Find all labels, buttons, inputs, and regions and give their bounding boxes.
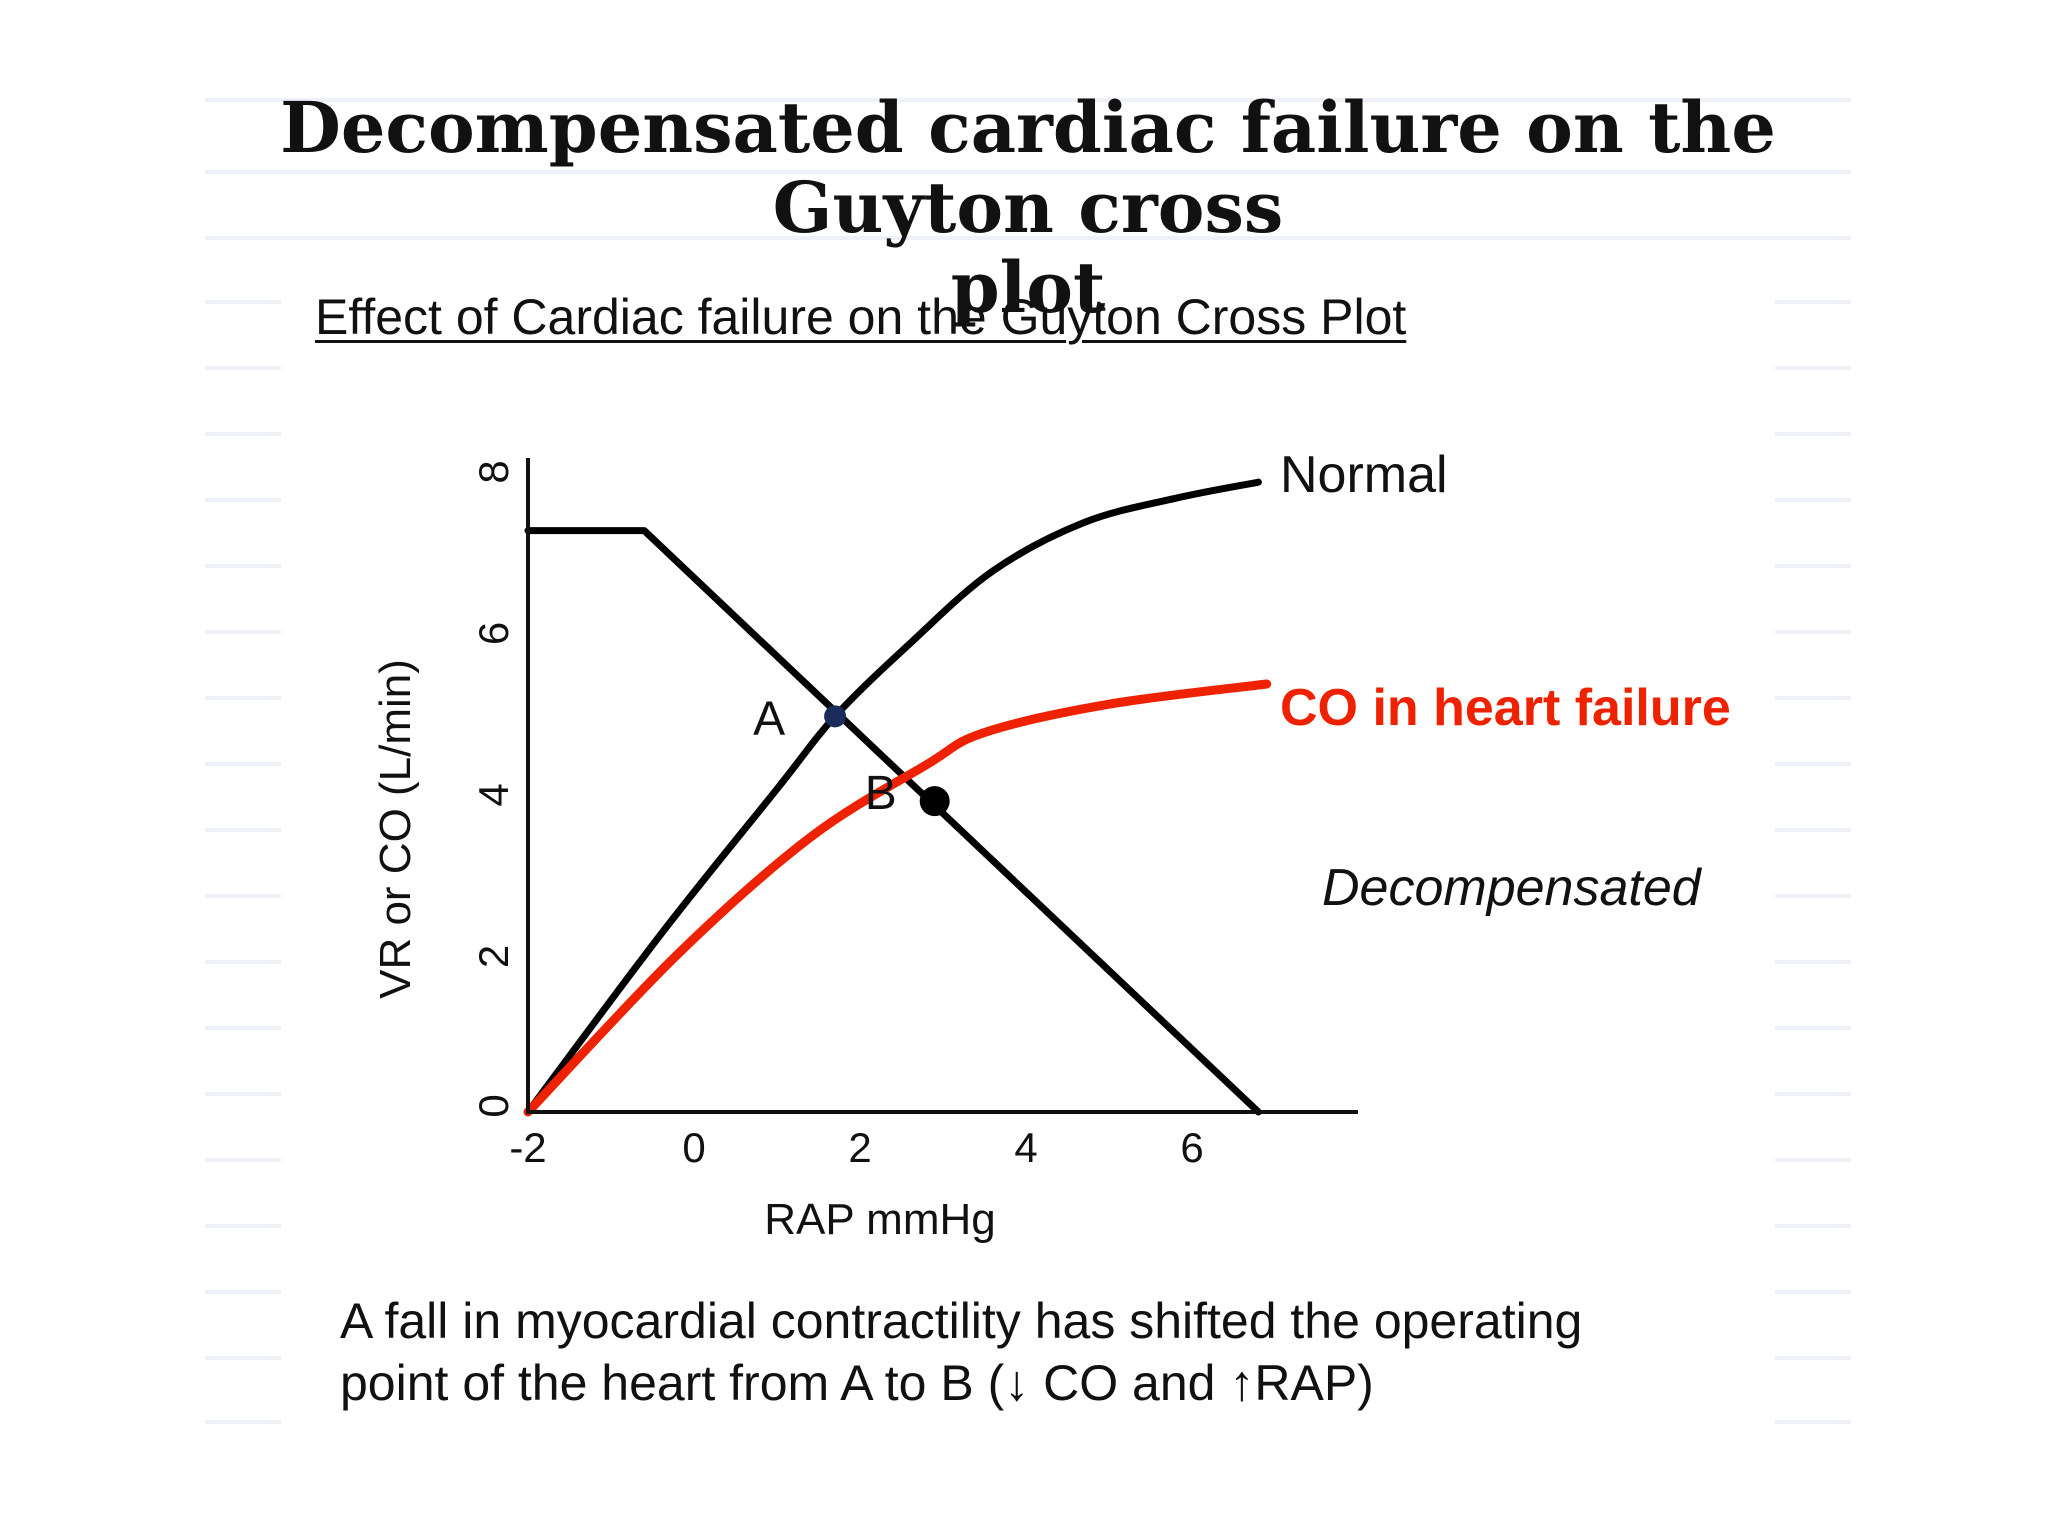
x-tick-label: 4 — [1014, 1124, 1037, 1171]
operating-point-label-a: A — [753, 692, 785, 745]
decompensated-annotation: Decompensated — [1322, 859, 1703, 917]
series-label-normal: Normal — [1280, 446, 1448, 504]
slide-title-line1: Decompensated cardiac failure on the Guy… — [280, 86, 1776, 249]
series-line-co-in-heart-failure — [523, 679, 1272, 1117]
operating-point-a — [824, 705, 847, 728]
x-tick-label: 0 — [682, 1124, 705, 1171]
operating-point-b — [919, 786, 950, 817]
operating-point-label-b: B — [865, 767, 897, 820]
y-axis-label: VR or CO (L/min) — [371, 659, 420, 999]
x-tick-label: -2 — [509, 1124, 546, 1171]
series-line-venous-return — [524, 527, 1262, 1116]
caption: A fall in myocardial contractility has s… — [340, 1290, 1840, 1414]
x-tick-label: 2 — [848, 1124, 871, 1171]
slide-title: Decompensated cardiac failure on the Guy… — [205, 88, 1851, 328]
caption-line2: point of the heart from A to B (↓ CO and… — [340, 1355, 1374, 1411]
slide-title-line2: plot — [950, 246, 1106, 329]
y-tick-label: 6 — [470, 622, 517, 645]
x-axis-label: RAP mmHg — [764, 1195, 995, 1244]
axes-layer — [526, 458, 1358, 1114]
x-tick-label: 6 — [1180, 1124, 1203, 1171]
y-tick-label: 2 — [470, 945, 517, 968]
y-tick-label: 0 — [470, 1094, 517, 1117]
caption-line1: A fall in myocardial contractility has s… — [340, 1293, 1583, 1349]
series-label-heart-failure: CO in heart failure — [1280, 679, 1731, 737]
operating-points: AB — [753, 692, 950, 820]
series-line-normal — [524, 478, 1262, 1116]
chart-title: Effect of Cardiac failure on the Guyton … — [315, 289, 1407, 345]
series-layer — [523, 478, 1272, 1117]
y-tick-label: 8 — [470, 460, 517, 483]
tick-labels: -2 0 2 4 6 0 2 4 6 8 — [470, 460, 1204, 1171]
y-tick-label: 4 — [470, 783, 517, 806]
